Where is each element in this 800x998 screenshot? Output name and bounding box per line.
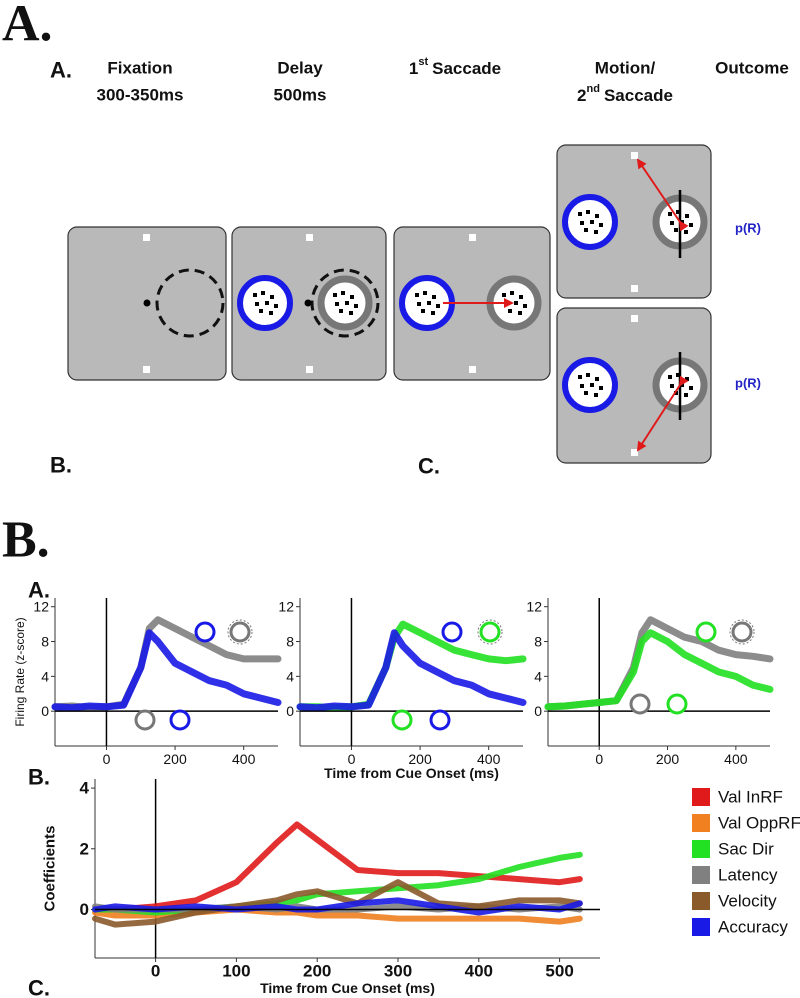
panel-label: C. bbox=[28, 976, 50, 998]
x-tick-label: 0 bbox=[151, 962, 160, 981]
legend-swatch bbox=[692, 866, 710, 884]
x-axis-label: Time from Cue Onset (ms) bbox=[324, 765, 499, 781]
outcome-label: p(R) bbox=[735, 376, 761, 391]
chart: 0 4 8 12 0 200 400 Firing Rate (z-score) bbox=[13, 598, 282, 767]
legend-label: Val InRF bbox=[718, 788, 783, 807]
screen-saccade bbox=[393, 226, 551, 381]
y-tick-label: 4 bbox=[286, 668, 294, 684]
condition-icons bbox=[134, 619, 755, 731]
epoch-title: Fixation bbox=[107, 59, 172, 78]
series-line bbox=[544, 629, 774, 711]
x-tick-label: 300 bbox=[384, 962, 412, 981]
epoch-title: Delay bbox=[277, 59, 323, 78]
legend-swatch bbox=[692, 892, 710, 910]
y-tick-label: 4 bbox=[41, 668, 49, 684]
series-line bbox=[51, 629, 282, 712]
sub-label: C. bbox=[418, 454, 440, 479]
ordinal-suffix: nd bbox=[587, 83, 600, 95]
panel-label: A. bbox=[50, 58, 72, 83]
epoch-title-group: 1st Saccade bbox=[409, 56, 501, 78]
chart: 0 4 8 12 0 200 400 bbox=[526, 598, 774, 767]
x-axis-label: Time from Cue Onset (ms) bbox=[260, 980, 435, 996]
y-tick-label: 12 bbox=[526, 599, 542, 615]
x-tick-label: 400 bbox=[465, 962, 493, 981]
figure-label: A. bbox=[2, 0, 53, 53]
x-tick-label: 0 bbox=[595, 751, 603, 767]
legend-swatch bbox=[692, 814, 710, 832]
y-tick-label: 4 bbox=[80, 779, 90, 798]
epoch-title: Motion/ bbox=[595, 59, 656, 78]
legend-label: Accuracy bbox=[718, 918, 788, 937]
y-tick-label: 0 bbox=[80, 900, 89, 919]
x-tick-label: 500 bbox=[545, 962, 573, 981]
x-tick-label: 200 bbox=[408, 751, 432, 767]
y-tick-label: 8 bbox=[286, 634, 294, 650]
epoch-subtitle: Saccade bbox=[604, 86, 673, 105]
series-line bbox=[92, 879, 583, 928]
x-tick-label: 0 bbox=[348, 751, 356, 767]
ordinal-suffix: st bbox=[418, 56, 428, 68]
y-tick-label: 4 bbox=[534, 668, 542, 684]
y-tick-label: 0 bbox=[41, 703, 49, 719]
epoch-title: Saccade bbox=[432, 59, 501, 78]
panel-label: B. bbox=[28, 765, 50, 790]
x-tick-label: 0 bbox=[103, 751, 111, 767]
legend-label: Velocity bbox=[718, 892, 777, 911]
y-tick-label: 0 bbox=[534, 703, 542, 719]
epoch-subtitle-group: 2nd Saccade bbox=[577, 83, 673, 105]
panel-label: A. bbox=[28, 578, 50, 603]
y-tick-label: 0 bbox=[286, 703, 294, 719]
x-tick-label: 400 bbox=[724, 751, 748, 767]
y-tick-label: 8 bbox=[534, 634, 542, 650]
legend-label: Sac Dir bbox=[718, 840, 774, 859]
ordinal: 2 bbox=[577, 86, 586, 105]
series-line bbox=[92, 821, 583, 913]
legend-swatch bbox=[692, 918, 710, 936]
x-tick-label: 200 bbox=[656, 751, 680, 767]
chart: 0 2 4 0 100 200 300 400 500 Coefficients Time from… bbox=[42, 779, 800, 996]
epoch-subtitle: 300-350ms bbox=[97, 86, 184, 105]
y-tick-label: 8 bbox=[41, 634, 49, 650]
y-axis-label: Firing Rate (z-score) bbox=[13, 617, 27, 726]
x-tick-label: 200 bbox=[303, 962, 331, 981]
y-tick-label: 2 bbox=[80, 839, 89, 858]
screen-motion-up bbox=[556, 144, 712, 299]
x-tick-label: 400 bbox=[232, 751, 256, 767]
x-tick-label: 200 bbox=[163, 751, 187, 767]
outcome-label: p(R) bbox=[735, 221, 761, 236]
screen-motion-down bbox=[556, 307, 712, 464]
screen-fixation bbox=[67, 226, 227, 381]
screen-delay bbox=[231, 226, 387, 381]
sub-label: B. bbox=[50, 453, 72, 478]
y-tick-label: 12 bbox=[278, 599, 294, 615]
series-line bbox=[296, 629, 527, 712]
ordinal: 1 bbox=[409, 59, 418, 78]
x-tick-label: 100 bbox=[222, 962, 250, 981]
x-tick-label: 400 bbox=[477, 751, 501, 767]
legend-label: Latency bbox=[718, 866, 778, 885]
y-axis-label: Coefficients bbox=[42, 826, 59, 912]
y-tick-label: 12 bbox=[33, 599, 49, 615]
legend-swatch bbox=[692, 788, 710, 806]
epoch-title: Outcome bbox=[715, 59, 789, 78]
figure-label: B. bbox=[2, 512, 50, 569]
legend-label: Val OppRF bbox=[718, 814, 800, 833]
epoch-subtitle: 500ms bbox=[274, 86, 327, 105]
legend-swatch bbox=[692, 840, 710, 858]
